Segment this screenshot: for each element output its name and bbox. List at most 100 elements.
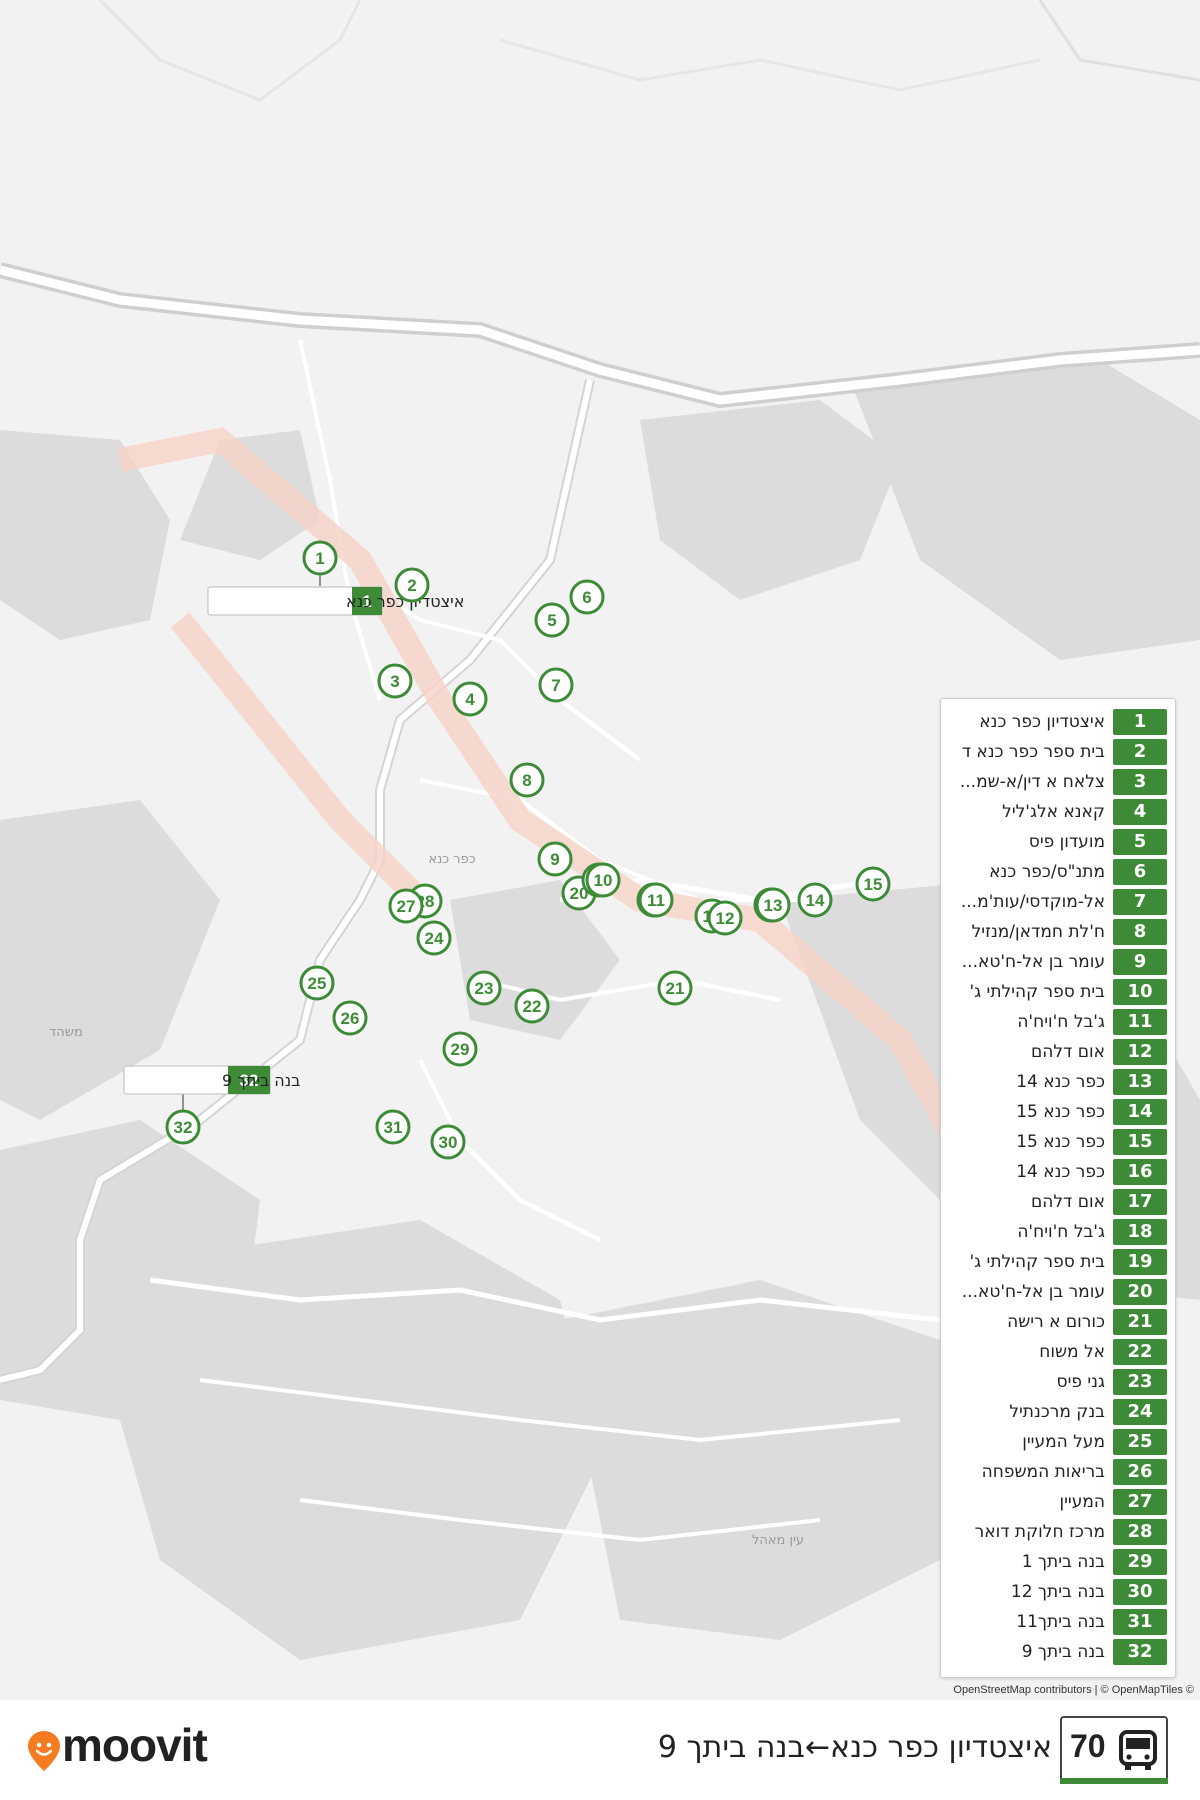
stop-marker-label: 8 — [522, 771, 531, 790]
stop-marker-circle — [585, 862, 621, 898]
stop-list-item[interactable]: 7 אל-מוקדסי/עות'מ... — [941, 889, 1175, 915]
stop-name: צלאח א דין/א-שמ... — [959, 772, 1105, 792]
stop-list-item[interactable]: 3 צלאח א דין/א-שמ... — [941, 769, 1175, 795]
stop-marker-circle — [388, 888, 424, 924]
stop-number: 14 — [1113, 1099, 1167, 1125]
stop-marker-label: 23 — [475, 979, 494, 998]
stop-list-item[interactable]: 11 ג'בל ח'ויח'ה — [941, 1009, 1175, 1035]
stop-marker[interactable]: 6 — [569, 579, 605, 615]
stop-marker[interactable]: 21 — [657, 970, 693, 1006]
stop-marker[interactable]: 27 — [388, 888, 424, 924]
stop-name: עומר בן אל-ח'טא... — [961, 1282, 1105, 1302]
stop-number: 9 — [1113, 949, 1167, 975]
stop-marker[interactable]: 8 — [509, 762, 545, 798]
stop-list-item[interactable]: 4 קאנא אלג'ליל — [941, 799, 1175, 825]
stop-number: 27 — [1113, 1489, 1167, 1515]
stop-marker[interactable]: 24 — [416, 920, 452, 956]
stop-marker-label: 32 — [174, 1118, 193, 1137]
stop-list-item[interactable]: 26 בריאות המשפחה — [941, 1459, 1175, 1485]
stop-marker-label: 9 — [550, 850, 559, 869]
stop-marker[interactable]: 22 — [514, 988, 550, 1024]
stop-list-item[interactable]: 15 כפר כנא 15 — [941, 1129, 1175, 1155]
stop-list-item[interactable]: 20 עומר בן אל-ח'טא... — [941, 1279, 1175, 1305]
last-stop-callout[interactable]: 32 בנה ביתך 9 — [123, 1065, 300, 1110]
stop-marker[interactable]: 9 — [537, 841, 573, 877]
stop-name: ח'לת חמדאן/מנזיל — [971, 922, 1105, 942]
stop-marker[interactable]: 26 — [332, 1000, 368, 1036]
stop-number: 13 — [1113, 1069, 1167, 1095]
route-badge-bar — [1060, 1778, 1168, 1784]
stop-name: בית ספר קהילתי ג' — [969, 1252, 1105, 1272]
stop-list-item[interactable]: 12 אום דלהם — [941, 1039, 1175, 1065]
stop-list-item[interactable]: 23 גני פיס — [941, 1369, 1175, 1395]
stop-marker-label: 3 — [390, 672, 399, 691]
stop-marker[interactable]: 2 — [394, 567, 430, 603]
stop-marker[interactable]: 13 — [755, 887, 791, 923]
stop-list-item[interactable]: 9 עומר בן אל-ח'טא... — [941, 949, 1175, 975]
stop-number: 26 — [1113, 1459, 1167, 1485]
stop-list: 1 איצטדיון כפר כנא 2 בית ספר כפר כנא ד 3 צלאח… — [940, 698, 1176, 1678]
stop-list-item[interactable]: 30 בנה ביתך 12 — [941, 1579, 1175, 1605]
stop-marker-label: 31 — [384, 1118, 403, 1137]
stop-marker[interactable]: 15 — [855, 866, 891, 902]
stop-list-item[interactable]: 14 כפר כנא 15 — [941, 1099, 1175, 1125]
stop-marker[interactable]: 14 — [797, 882, 833, 918]
stop-list-item[interactable]: 8 ח'לת חמדאן/מנזיל — [941, 919, 1175, 945]
stop-marker[interactable]: 11 — [638, 882, 674, 918]
stop-list-item[interactable]: 5 מועדון פיס — [941, 829, 1175, 855]
stop-list-item[interactable]: 10 בית ספר קהילתי ג' — [941, 979, 1175, 1005]
stop-name: ג'בל ח'ויח'ה — [1017, 1222, 1105, 1242]
stop-marker-label: 24 — [425, 929, 444, 948]
stop-marker[interactable]: 29 — [442, 1031, 478, 1067]
stop-list-item[interactable]: 32 בנה ביתך 9 — [941, 1639, 1175, 1665]
stop-list-item[interactable]: 6 מתנ"ס/כפר כנא — [941, 859, 1175, 885]
stop-list-item[interactable]: 21 כורום א רישה — [941, 1309, 1175, 1335]
stop-marker-label: 14 — [806, 891, 825, 910]
moovit-pin-icon — [28, 1731, 60, 1771]
stop-list-item[interactable]: 24 בנק מרכנתיל — [941, 1399, 1175, 1425]
stop-marker[interactable]: 31 — [375, 1109, 411, 1145]
stop-name: מועדון פיס — [1028, 832, 1105, 852]
stop-marker[interactable]: 3 — [377, 663, 413, 699]
stop-list-item[interactable]: 2 בית ספר כפר כנא ד — [941, 739, 1175, 765]
stop-list-item[interactable]: 18 ג'בל ח'ויח'ה — [941, 1219, 1175, 1245]
place-label: כפר כנא — [428, 852, 475, 867]
stop-marker[interactable]: 5 — [534, 602, 570, 638]
stop-marker-circle — [299, 965, 335, 1001]
stop-marker[interactable]: 23 — [466, 970, 502, 1006]
stop-list-item[interactable]: 29 בנה ביתך 1 — [941, 1549, 1175, 1575]
stop-marker-label: 30 — [439, 1133, 458, 1152]
stop-list-item[interactable]: 19 בית ספר קהילתי ג' — [941, 1249, 1175, 1275]
stop-marker[interactable]: 32 — [165, 1109, 201, 1145]
stop-number: 11 — [1113, 1009, 1167, 1035]
stop-marker[interactable]: 25 — [299, 965, 335, 1001]
stop-list-item[interactable]: 28 מרכז חלוקת דואר — [941, 1519, 1175, 1545]
stop-marker-circle — [855, 866, 891, 902]
stop-marker[interactable]: 1 — [302, 540, 338, 576]
stop-marker[interactable]: 12 — [707, 900, 743, 936]
stop-name: מתנ"ס/כפר כנא — [989, 862, 1105, 882]
stop-list-item[interactable]: 1 איצטדיון כפר כנא — [941, 709, 1175, 735]
stop-name: בנה ביתך11 — [1016, 1612, 1105, 1632]
stop-number: 18 — [1113, 1219, 1167, 1245]
stop-marker-circle — [538, 667, 574, 703]
stop-marker[interactable]: 10 — [585, 862, 621, 898]
callout-name: בנה ביתך 9 — [222, 1071, 300, 1090]
stop-list-item[interactable]: 27 המעיין — [941, 1489, 1175, 1515]
stop-list-item[interactable]: 25 מעל המעיין — [941, 1429, 1175, 1455]
stop-list-item[interactable]: 13 כפר כנא 14 — [941, 1069, 1175, 1095]
stop-name: מרכז חלוקת דואר — [974, 1522, 1105, 1542]
stop-list-item[interactable]: 17 אום דלהם — [941, 1189, 1175, 1215]
stop-list-item[interactable]: 16 כפר כנא 14 — [941, 1159, 1175, 1185]
stop-marker[interactable]: 4 — [452, 681, 488, 717]
stop-marker[interactable]: 30 — [430, 1124, 466, 1160]
stop-name: כפר כנא 15 — [1016, 1102, 1105, 1122]
stop-marker[interactable]: 7 — [538, 667, 574, 703]
stop-number: 28 — [1113, 1519, 1167, 1545]
stop-list-item[interactable]: 22 אל משוח — [941, 1339, 1175, 1365]
stop-list-item[interactable]: 31 בנה ביתך11 — [941, 1609, 1175, 1635]
stop-number: 24 — [1113, 1399, 1167, 1425]
map-attribution[interactable]: OpenStreetMap contributors | © OpenMapTi… — [953, 1684, 1194, 1696]
first-stop-callout[interactable]: 1 איצטדיון כפר כנא — [207, 572, 464, 616]
stop-number: 8 — [1113, 919, 1167, 945]
